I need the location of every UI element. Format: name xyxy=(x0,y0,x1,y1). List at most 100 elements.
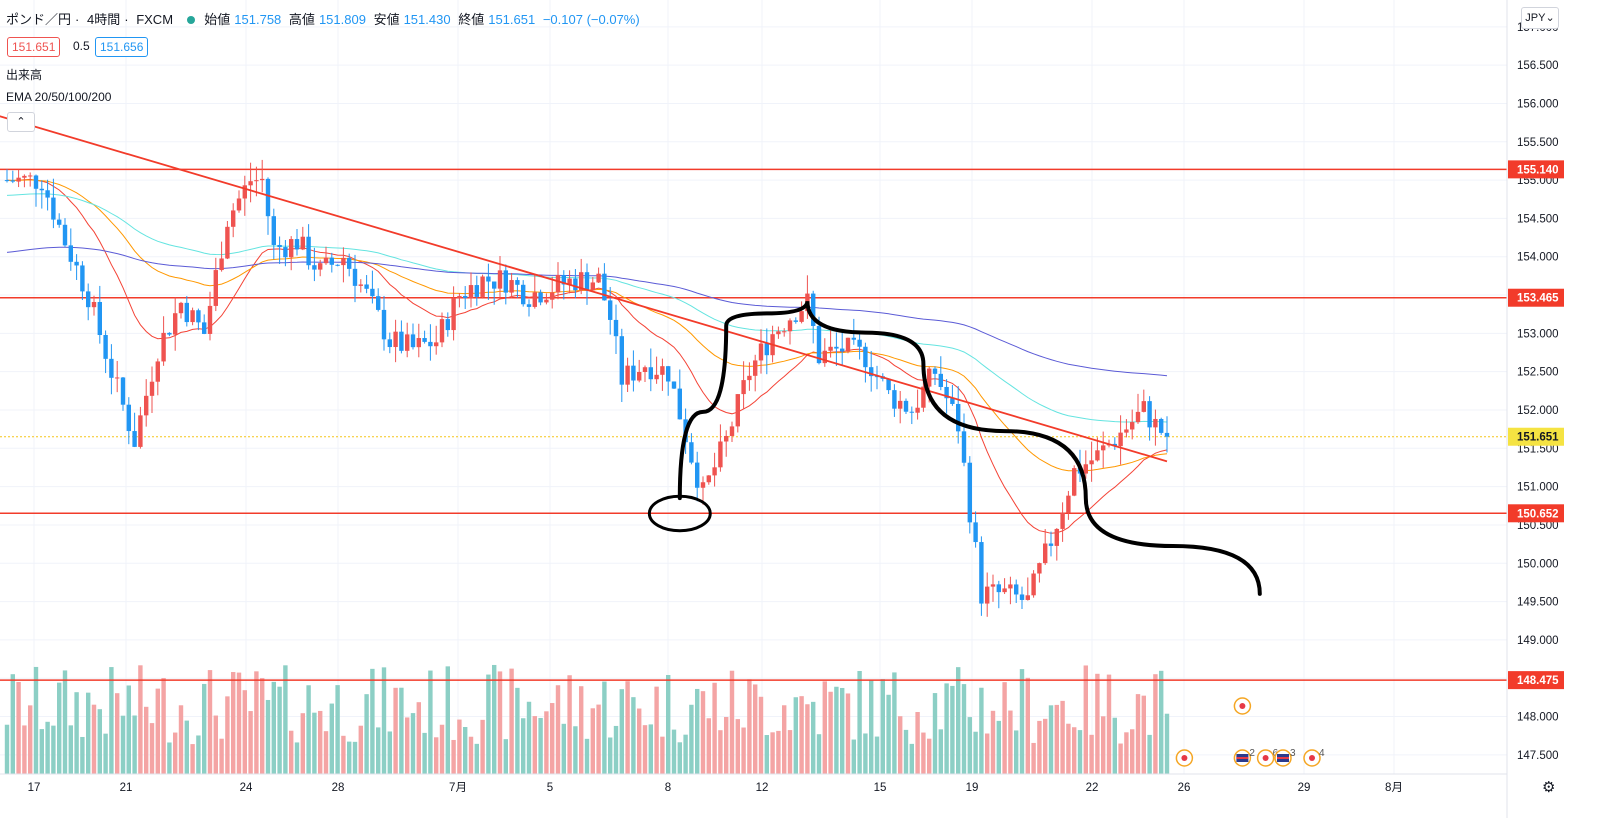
candle-body xyxy=(637,371,642,381)
candle-body xyxy=(799,311,804,322)
candle-body xyxy=(283,247,288,258)
candle-body xyxy=(787,320,793,332)
volume-bar xyxy=(509,668,514,774)
volume-bar xyxy=(376,727,381,774)
volume-bar xyxy=(1048,705,1054,774)
candle-body xyxy=(1025,595,1030,600)
candle-body xyxy=(1014,584,1019,595)
candle-body xyxy=(561,274,566,285)
candle-body xyxy=(306,236,311,266)
change-value: −0.107 (−0.07%) xyxy=(542,12,640,27)
ema-50-line xyxy=(6,179,1168,472)
candle-body xyxy=(579,272,584,291)
volume-bar xyxy=(1159,670,1164,774)
volume-bar xyxy=(1089,734,1094,774)
x-axis[interactable]: 17 21 24 28 7月 5 8 12 15 19 22 26 29 8月 ⚙ xyxy=(0,773,1555,796)
collapse-legend-button[interactable]: ⌃ xyxy=(7,112,35,132)
volume-bar xyxy=(4,724,10,774)
candle-body xyxy=(898,400,903,409)
volume-bar xyxy=(22,725,27,774)
interval[interactable]: 4時間 xyxy=(86,12,121,27)
candle-body xyxy=(248,181,253,186)
y-tick-label: 149.500 xyxy=(1517,597,1559,609)
candle-body xyxy=(724,435,729,442)
volume-bar xyxy=(364,694,369,774)
candle-body xyxy=(596,273,601,283)
sell-price[interactable]: 151.651 xyxy=(7,37,61,57)
candle-body xyxy=(834,346,839,349)
candle-body xyxy=(254,180,259,182)
volume-bar xyxy=(289,730,294,774)
volume-bar xyxy=(700,691,706,774)
ema-legend[interactable]: EMA 20/50/100/200 xyxy=(6,90,112,104)
y-tick-label: 152.500 xyxy=(1517,367,1559,379)
candle-body xyxy=(660,366,665,375)
volume-bar xyxy=(173,732,178,774)
candle-body xyxy=(213,270,218,306)
high-label: 高値 xyxy=(288,12,315,27)
volume-bar xyxy=(300,713,305,774)
volume-bar xyxy=(782,705,787,774)
symbol-name[interactable]: ポンド／円 xyxy=(6,12,72,27)
volume-bar xyxy=(921,732,926,774)
x-tick-label: 22 xyxy=(1086,782,1099,794)
candle-body xyxy=(445,319,450,331)
x-tick-label: 17 xyxy=(28,782,41,794)
trend-line[interactable] xyxy=(0,115,1168,463)
volume-bar xyxy=(242,690,247,774)
price-label: 155.140 xyxy=(1517,164,1559,176)
candle-body xyxy=(138,415,143,447)
candle-body xyxy=(555,274,561,293)
candle-body xyxy=(590,282,595,291)
market-status-dot-icon xyxy=(186,16,195,25)
volume-bar xyxy=(712,682,717,774)
volume-bar xyxy=(318,710,323,774)
buy-price[interactable]: 151.656 xyxy=(95,37,149,57)
horizontal-lines[interactable] xyxy=(0,168,1507,681)
y-axis[interactable]: 157.000156.500156.000155.500155.000154.5… xyxy=(1506,0,1564,818)
x-tick-label: 5 xyxy=(547,782,553,794)
volume-bar xyxy=(445,666,450,774)
volume-bar xyxy=(793,697,798,774)
candle-body xyxy=(387,339,392,348)
volume-bar xyxy=(1118,743,1123,774)
candle-body xyxy=(1124,429,1129,433)
annotations[interactable] xyxy=(647,300,1262,596)
candle-body xyxy=(155,361,160,382)
volume-bar xyxy=(555,685,561,774)
low-value: 151.430 xyxy=(403,12,451,27)
volume-bar xyxy=(271,681,276,774)
currency-button[interactable]: JPY⌄ xyxy=(1521,7,1559,29)
candle-body xyxy=(184,302,189,323)
volume-bar xyxy=(590,708,595,774)
volume-bar xyxy=(683,734,688,774)
volume-bar xyxy=(428,670,433,774)
volume-bar xyxy=(503,739,508,774)
candle-body xyxy=(782,331,787,333)
volume-bar xyxy=(387,731,392,774)
volume-bar xyxy=(822,681,827,774)
candle-body xyxy=(851,337,856,340)
candle-body xyxy=(492,281,497,289)
candle-body xyxy=(1054,528,1059,546)
volume-bar xyxy=(184,720,189,774)
hand-drawn-curve xyxy=(677,300,1262,596)
volume-bar xyxy=(1135,694,1141,774)
candle-body xyxy=(747,375,752,381)
candle-body xyxy=(74,261,79,266)
candle-body xyxy=(1153,418,1158,428)
x-tick-label: 26 xyxy=(1178,782,1191,794)
volume-bar xyxy=(1072,727,1077,774)
volume-bar xyxy=(410,713,416,774)
candle-body xyxy=(892,390,897,409)
volume-bar xyxy=(979,687,984,774)
gear-icon[interactable]: ⚙ xyxy=(1542,778,1555,796)
candle-body xyxy=(1083,464,1088,474)
volume-legend[interactable]: 出来高 xyxy=(6,68,43,82)
volume-bar xyxy=(816,734,822,774)
volume-bar xyxy=(1066,723,1071,774)
candle-body xyxy=(364,284,369,289)
